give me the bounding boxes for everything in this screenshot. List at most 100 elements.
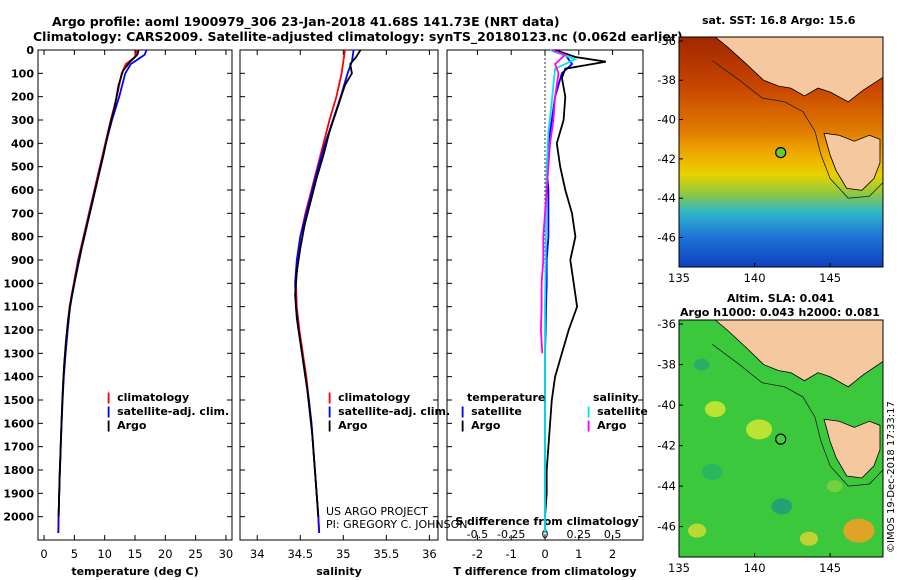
map-1 [679, 320, 883, 557]
shelf-contour [712, 60, 883, 199]
land-mainland [714, 320, 883, 388]
y-tick-label-2000: 2000 [3, 511, 34, 524]
x-tick-label-2-1: 1 [575, 547, 582, 561]
title-line-1: Argo profile: aoml 1900979_306 23-Jan-20… [52, 14, 560, 29]
legend-mid-item-argo: ❙ Argo [325, 419, 368, 432]
map-y-tick-label-0--40: -40 [657, 113, 676, 127]
map-y-tick-label-1--40: -40 [657, 398, 676, 412]
title-line-2: Climatology: CARS2009. Satellite-adjuste… [33, 29, 683, 44]
x-tick-label-1-35: 35 [336, 547, 351, 561]
y-tick-label-400: 400 [11, 137, 34, 150]
panel-frame-1 [239, 49, 439, 541]
map-0 [679, 37, 883, 267]
map-x-tick-label-0-145: 145 [819, 271, 841, 285]
series-line-1-2 [294, 49, 362, 517]
map-y-tick-label-0--46: -46 [657, 231, 676, 245]
sla-blob-0 [746, 419, 773, 440]
y-tick-label-1100: 1100 [3, 301, 34, 314]
map-y-tick-label-1--36: -36 [657, 317, 676, 331]
x-axis-label-0: temperature (deg C) [71, 565, 198, 578]
legend-diff-sal-header: salinity [593, 391, 639, 404]
y-tick-label-1200: 1200 [3, 324, 34, 337]
x-tick-label-0-10: 10 [97, 547, 112, 561]
legend-diff-temp-header: temperature [467, 391, 546, 404]
x2-tick-label-3: 0.25 [567, 528, 592, 541]
x-axis-label-2: T difference from climatology [453, 565, 636, 578]
y-tick-label-700: 700 [11, 207, 34, 220]
y-tick-label-1000: 1000 [3, 277, 34, 290]
x2-tick-label-0: -0.5 [467, 528, 488, 541]
map-frame-1 [678, 319, 884, 558]
x-tick-label-1-34: 34 [250, 547, 265, 561]
sla-blob-7 [771, 498, 793, 515]
series-line-0-0 [57, 49, 138, 534]
map-y-tick-label-1--42: -42 [657, 439, 676, 453]
sla-blob-9 [826, 480, 843, 493]
x-tick-label-0-25: 25 [188, 547, 203, 561]
legend-mid-item-satellite: ❙ satellite-adj. clim. [325, 405, 451, 418]
legend-left-item-satellite: ❙ satellite-adj. clim. [104, 405, 230, 418]
y-tick-label-1500: 1500 [3, 394, 34, 407]
x-tick-label-0-0: 0 [40, 547, 47, 561]
sla-blob-6 [701, 463, 723, 480]
x-axis-label-1: salinity [316, 565, 362, 578]
y-tick-label-1700: 1700 [3, 441, 34, 454]
series-line-2-3 [539, 49, 568, 354]
y-tick-label-900: 900 [11, 254, 34, 267]
sla-blob-3 [843, 518, 875, 543]
map-y-tick-label-1--38: -38 [657, 358, 676, 372]
map-x-tick-label-1-145: 145 [819, 561, 841, 575]
credit-line-2: PI: GREGORY C. JOHNSON [326, 518, 468, 531]
legend-diff-temp-argo: ❙ Argo [458, 419, 501, 432]
series-line-0-2 [57, 49, 140, 517]
legend-diff-sal-argo: ❙ Argo [584, 419, 627, 432]
sla-blob-4 [799, 531, 819, 546]
imos-credit: ©IMOS 19-Dec-2018 17:33:17 [886, 401, 897, 553]
x-tick-label-2--1: -1 [505, 547, 516, 561]
map-y-tick-label-0--42: -42 [657, 152, 676, 166]
legend-diff-temp-satellite: ❙ satellite [458, 405, 522, 418]
map-bottom-title-2: Argo h1000: 0.043 h2000: 0.081 [680, 306, 880, 319]
land-tasmania [823, 418, 881, 479]
x-tick-label-0-30: 30 [219, 547, 234, 561]
y-tick-label-1400: 1400 [3, 371, 34, 384]
x2-tick-label-2: 0 [542, 528, 549, 541]
credit-line-1: US ARGO PROJECT [326, 505, 428, 518]
map-x-tick-label-0-140: 140 [744, 271, 766, 285]
x-tick-label-1-35.5: 35.5 [374, 547, 400, 561]
series-line-2-1 [544, 49, 606, 517]
x2-tick-label-1: -0.25 [497, 528, 525, 541]
legend-left-item-argo: ❙ Argo [104, 419, 147, 432]
x-tick-label-2--2: -2 [472, 547, 483, 561]
argo-location-marker-1 [775, 433, 787, 445]
x-tick-label-0-15: 15 [128, 547, 143, 561]
y-tick-label-1900: 1900 [3, 487, 34, 500]
sla-blob-5 [688, 523, 707, 538]
x2-axis-label: S difference from climatology [455, 515, 639, 528]
y-tick-label-1600: 1600 [3, 417, 34, 430]
argo-location-marker-0 [775, 146, 787, 159]
x-tick-label-1-36: 36 [422, 547, 437, 561]
map-frame-0 [678, 36, 884, 268]
map-y-tick-label-1--44: -44 [657, 479, 676, 493]
legend-left-item-climatology: ❙ climatology [104, 391, 190, 404]
land-mainland [714, 37, 883, 103]
x-tick-label-0-20: 20 [158, 547, 173, 561]
y-tick-label-200: 200 [11, 91, 34, 104]
x-tick-label-1-34.5: 34.5 [287, 547, 313, 561]
map-x-tick-label-1-135: 135 [668, 561, 690, 575]
map-y-tick-label-0--44: -44 [657, 191, 676, 205]
y-tick-label-600: 600 [11, 184, 34, 197]
y-tick-label-800: 800 [11, 231, 34, 244]
y-tick-label-1800: 1800 [3, 464, 34, 477]
series-line-1-0 [295, 49, 346, 534]
y-tick-label-100: 100 [11, 67, 34, 80]
map-y-tick-label-0--38: -38 [657, 73, 676, 87]
x-tick-label-0-5: 5 [71, 547, 78, 561]
legend-mid-item-climatology: ❙ climatology [325, 391, 411, 404]
series-line-1-1 [294, 49, 355, 534]
sla-blob-1 [704, 401, 726, 418]
x-tick-label-2-2: 2 [609, 547, 616, 561]
legend-diff-sal-satellite: ❙ satellite [584, 405, 648, 418]
